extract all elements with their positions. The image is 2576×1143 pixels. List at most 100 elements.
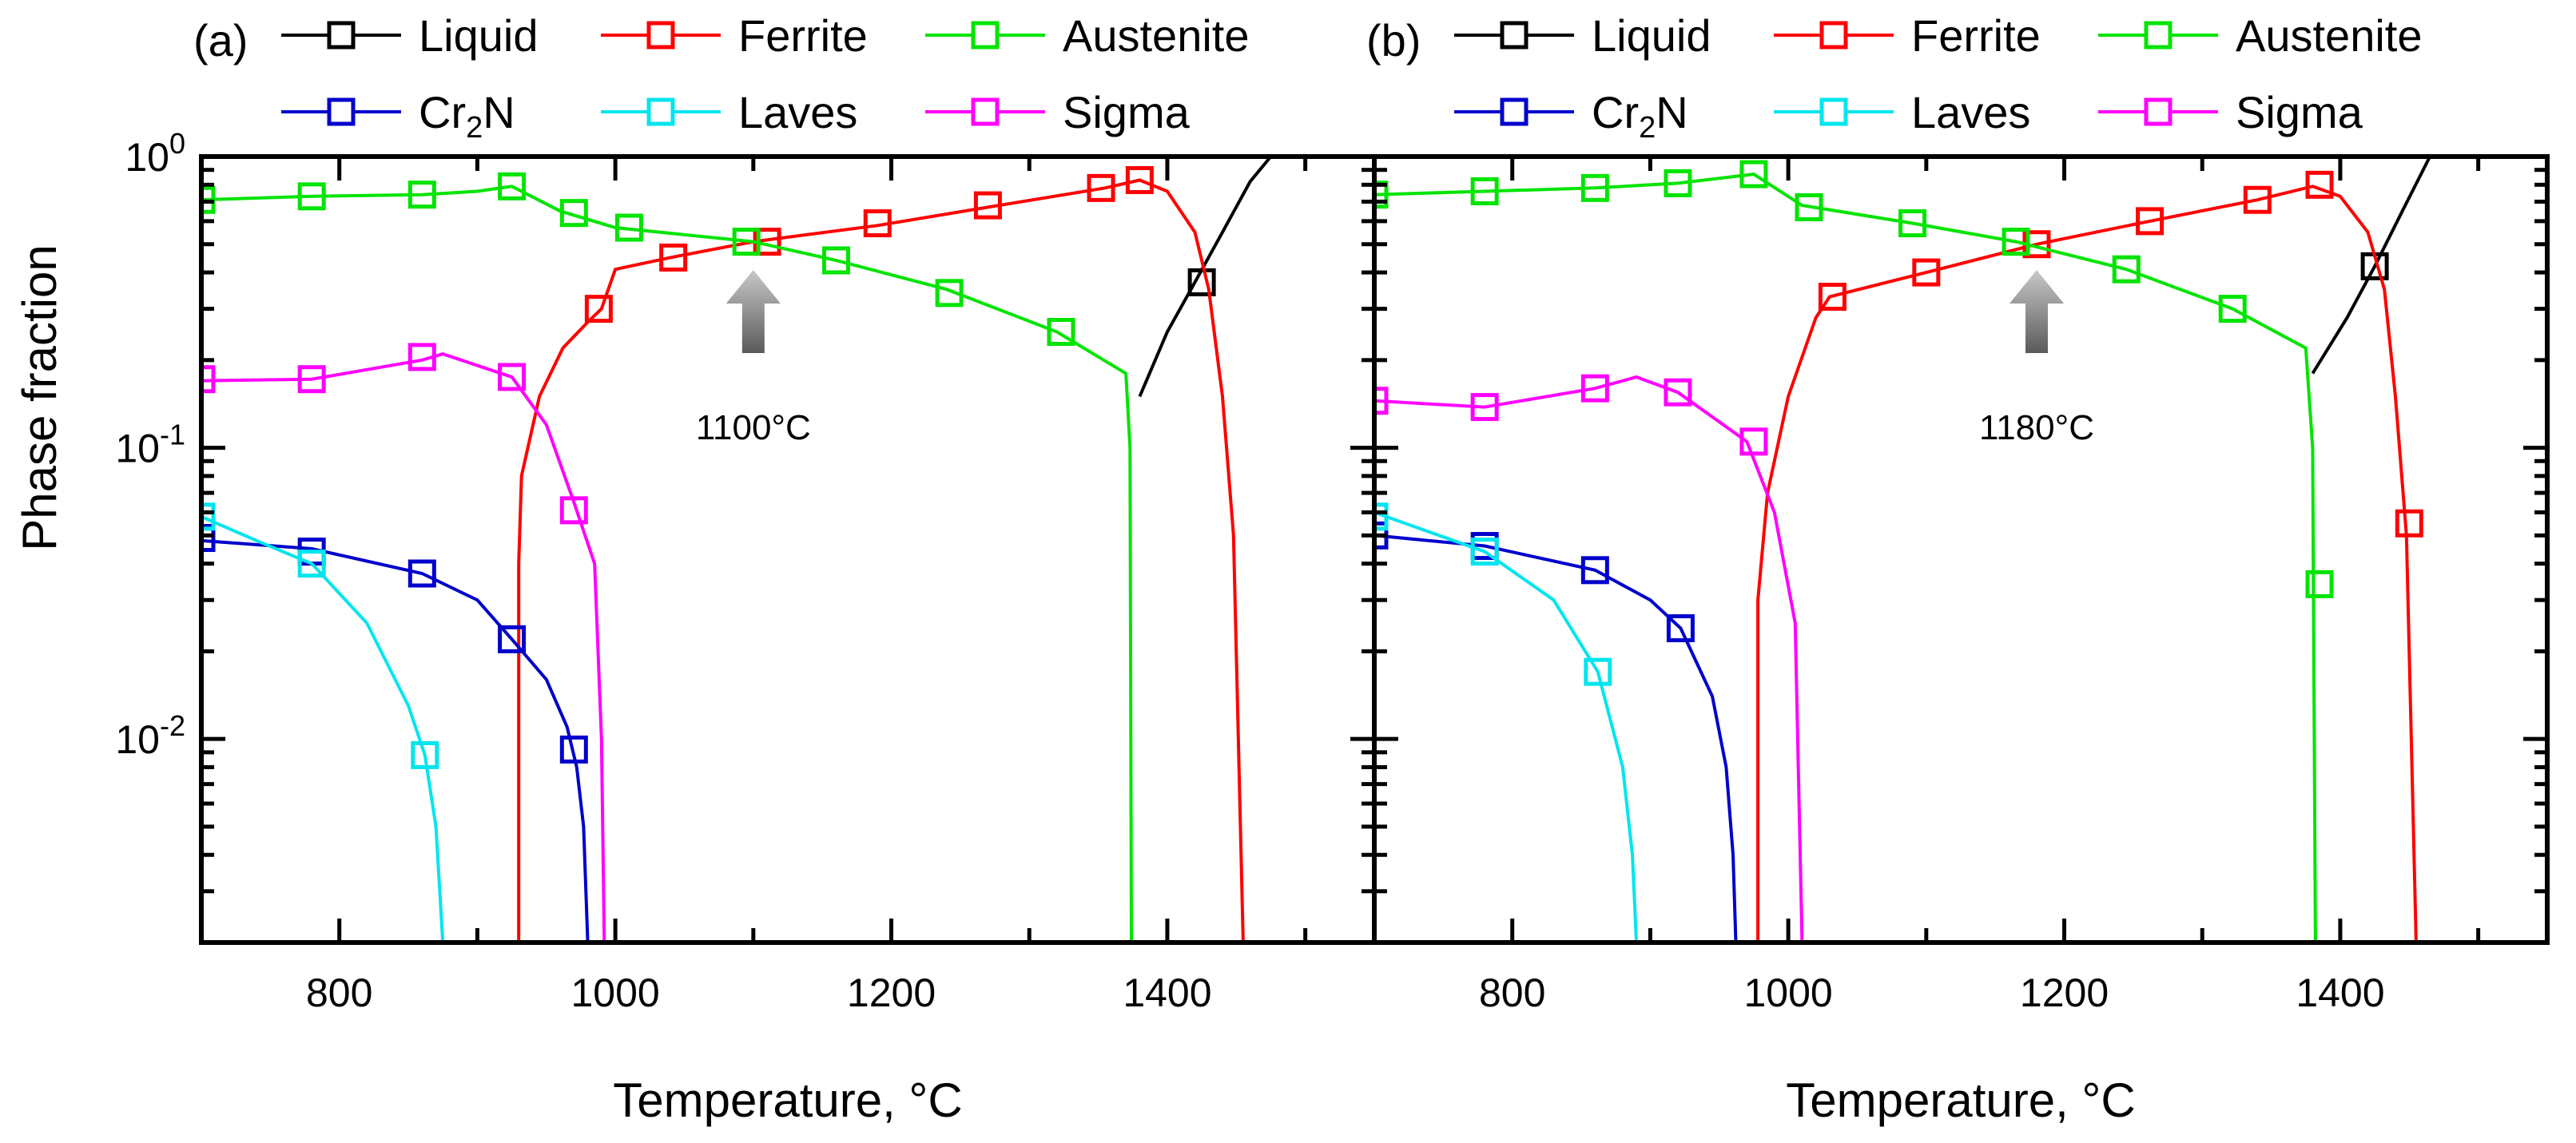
data-marker-sigma <box>297 365 326 394</box>
data-marker-cr2n <box>498 625 527 653</box>
series-laves <box>1374 502 1639 943</box>
data-marker-austenite <box>559 199 588 228</box>
data-marker-ferrite <box>2395 509 2423 538</box>
legend-label: Laves <box>1911 87 2030 137</box>
annotation-arrow <box>2009 270 2064 353</box>
x-axis-title: Temperature, °C <box>613 1074 963 1127</box>
panel-b: 1180°C 800 1000 1200 1400 Temperature, °C (b) <box>1366 15 2550 1127</box>
legend-item-sigma: Sigma <box>2098 87 2363 137</box>
x-axis: 800 1000 1200 1400 Temperature, °C <box>1372 157 2481 1127</box>
series-line-ferrite <box>517 178 1245 943</box>
legend-label: Ferrite <box>738 10 868 61</box>
data-marker-ferrite <box>1912 258 1941 287</box>
series-ferrite <box>517 166 1245 943</box>
annotation: 1100°C <box>696 270 811 447</box>
data-marker-laves <box>297 550 326 578</box>
data-marker-laves <box>201 502 216 531</box>
series-line-liquid <box>1138 157 1273 398</box>
legend-marker <box>327 21 356 50</box>
data-marker-austenite <box>2002 228 2030 256</box>
series-cr2n <box>1374 521 1738 943</box>
data-marker-sigma <box>1580 374 1609 403</box>
data-marker-austenite <box>1739 160 1768 189</box>
legend-label: Cr2N <box>1592 87 1688 145</box>
data-marker-ferrite <box>1087 173 1115 202</box>
x-tick-label: 1200 <box>847 970 936 1015</box>
data-marker-austenite <box>407 181 436 209</box>
panel-label: (b) <box>1366 15 1421 65</box>
y-tick-label: 10-2 <box>115 709 185 762</box>
legend-marker <box>1819 21 1848 50</box>
data-marker-austenite <box>1470 177 1499 205</box>
legend-marker <box>2144 97 2173 126</box>
data-marker-laves <box>1470 538 1499 566</box>
data-marker-austenite <box>1795 192 1823 221</box>
legend-marker <box>1500 97 1529 126</box>
data-marker-austenite <box>2112 255 2141 284</box>
data-marker-sigma <box>407 343 436 371</box>
annotation-arrow <box>725 270 781 353</box>
legend-item-austenite: Austenite <box>925 10 1250 61</box>
legend-label: Sigma <box>2236 87 2363 137</box>
y-axis: 10-2 10-1 100 <box>115 127 1374 945</box>
x-tick-label: 1000 <box>571 970 660 1015</box>
legend-item-liquid: Liquid <box>281 10 538 61</box>
legend-label: Ferrite <box>1911 10 2041 61</box>
data-marker-sigma <box>559 496 588 525</box>
series-line-laves <box>1374 510 1639 943</box>
y-axis <box>1374 154 2547 945</box>
series-sigma <box>201 343 606 943</box>
data-marker-ferrite <box>1125 166 1154 195</box>
legend-b: Liquid Ferrite Austenite Cr2N Laves Sigma <box>1454 10 2423 145</box>
data-marker-ferrite <box>863 209 892 238</box>
legend-marker <box>971 21 1000 50</box>
data-marker-austenite <box>732 228 761 256</box>
legend-label: Liquid <box>1592 10 1711 61</box>
x-tick-label: 800 <box>306 970 372 1015</box>
legend-marker <box>646 97 675 126</box>
annotation-label: 1180°C <box>1979 408 2094 447</box>
annotation-label: 1100°C <box>696 408 811 447</box>
series-austenite <box>201 172 1133 943</box>
legend-label: Cr2N <box>419 87 515 145</box>
legend-label: Laves <box>738 87 857 137</box>
data-marker-cr2n <box>407 559 436 588</box>
data-marker-cr2n <box>1666 614 1695 643</box>
legend-item-laves: Laves <box>601 87 857 137</box>
data-marker-ferrite <box>2136 207 2165 236</box>
legend-label: Liquid <box>419 10 538 61</box>
x-tick-label: 1200 <box>2020 970 2109 1015</box>
x-axis-title: Temperature, °C <box>1786 1074 2136 1127</box>
legend-item-sigma: Sigma <box>925 87 1191 137</box>
data-marker-liquid <box>1187 268 1216 296</box>
data-marker-cr2n <box>201 524 216 553</box>
plot-panels: 1100°C 800 1000 1200 1400 Temperature, °C 10-2… <box>115 15 2550 1127</box>
legend-item-ferrite: Ferrite <box>1774 10 2041 61</box>
series-line-laves <box>201 514 445 943</box>
data-marker-austenite <box>935 279 964 308</box>
annotation: 1180°C <box>1979 270 2094 447</box>
legend-item-liquid: Liquid <box>1454 10 1711 61</box>
legend-marker <box>1819 97 1848 126</box>
series-ferrite <box>1756 170 2423 943</box>
x-axis: 800 1000 1200 1400 Temperature, °C <box>199 157 1308 1127</box>
legend-item-ferrite: Ferrite <box>601 10 868 61</box>
data-marker-austenite <box>2218 295 2247 323</box>
legend-marker <box>2144 21 2173 50</box>
legend-item-cr2n: Cr2N <box>281 87 515 145</box>
y-axis-title: Phase fraction <box>13 244 66 551</box>
legend-marker <box>646 21 675 50</box>
series-laves <box>201 502 445 943</box>
data-marker-austenite <box>1898 209 1927 238</box>
series-line-ferrite <box>1756 185 2418 943</box>
series-sigma <box>1374 374 1804 943</box>
data-marker-sigma <box>1739 427 1768 456</box>
data-marker-austenite <box>1664 169 1692 197</box>
x-tick-label: 1400 <box>1123 970 1211 1015</box>
series-line-sigma <box>201 352 606 943</box>
series-line-cr2n <box>201 538 590 943</box>
series-line-austenite <box>1374 173 2317 943</box>
data-marker-ferrite <box>2305 170 2334 199</box>
series-line-sigma <box>1374 375 1804 943</box>
